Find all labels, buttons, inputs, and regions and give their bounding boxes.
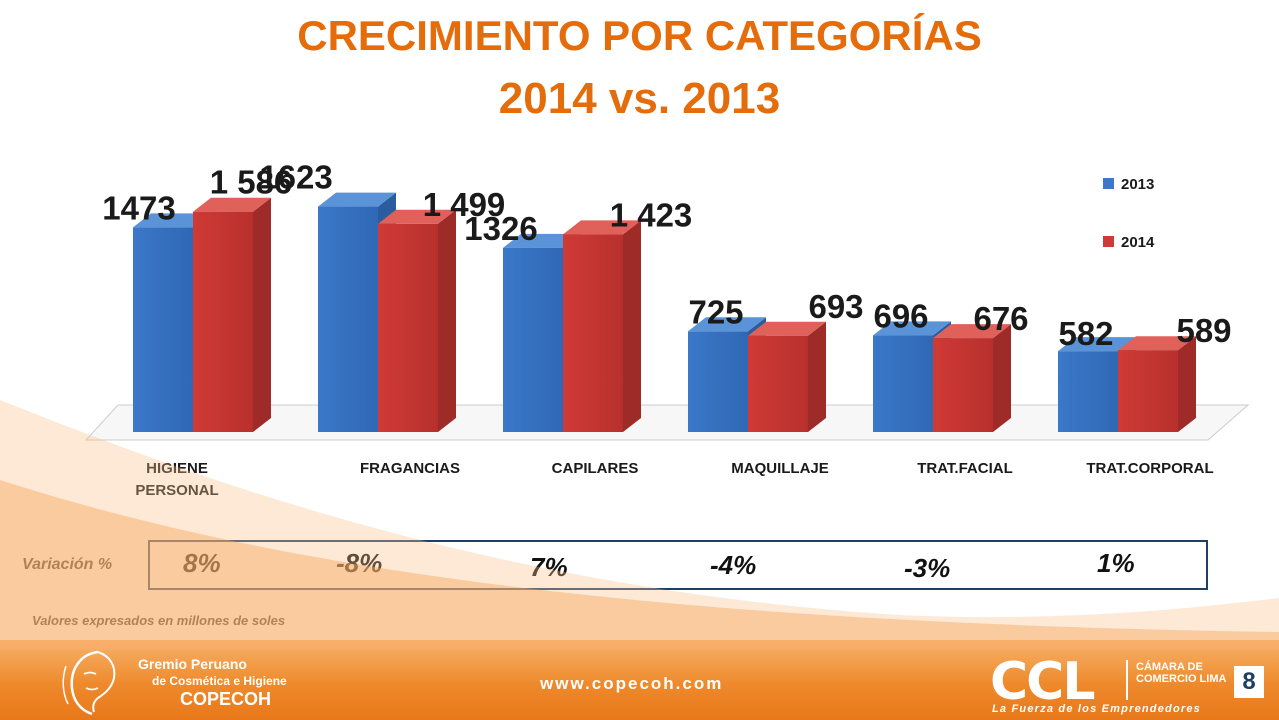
legend-label-2013: 2013: [1121, 176, 1154, 193]
website-link[interactable]: www.copecoh.com: [540, 674, 724, 693]
value-label-2013-2: 1326: [464, 210, 537, 247]
footer-band: [0, 640, 1279, 720]
bar-2014-4: [933, 338, 993, 432]
bar-top-2014-1: [378, 209, 456, 224]
category-label-2: CAPILARES: [552, 460, 639, 477]
page-title: CRECIMIENTO POR CATEGORÍAS: [297, 12, 982, 59]
bar-top-2013-0: [133, 213, 211, 228]
ccl-divider: [1126, 660, 1128, 700]
category-label-1: FRAGANCIAS: [360, 460, 460, 477]
ccl-tagline: La Fuerza de los Emprendedores: [992, 703, 1201, 715]
variation-value-0: 8%: [183, 548, 221, 578]
bar-top-2013-3: [688, 317, 766, 332]
bar-top-2013-2: [503, 233, 581, 248]
bar-top-2013-4: [873, 321, 951, 336]
variation-value-5: 1%: [1097, 548, 1135, 578]
page-number: 8: [1234, 666, 1264, 698]
ccl-logo: CCL: [990, 652, 1095, 712]
value-label-2014-4: 676: [973, 300, 1028, 337]
value-label-2014-2: 1 423: [610, 196, 693, 233]
value-label-2014-3: 693: [808, 288, 863, 325]
value-label-2014-0: 1 586: [210, 164, 293, 201]
variation-value-2: 7%: [530, 552, 568, 582]
legend-swatch-2014: [1103, 236, 1114, 247]
variation-label: Variación %: [22, 556, 113, 573]
legend: 2013 2014: [1103, 176, 1155, 251]
gremio-name-line2: de Cosmética e Higiene: [152, 674, 287, 688]
category-labels: HIGIENE PERSONAL FRAGANCIAS CAPILARES MAQUIL…: [135, 460, 1213, 499]
value-label-2014-1: 1 499: [423, 186, 506, 223]
category-label-5: TRAT.CORPORAL: [1086, 460, 1213, 477]
bar-top-2014-5: [1118, 336, 1196, 351]
bar-top-2014-0: [193, 197, 271, 212]
category-label-4: TRAT.FACIAL: [917, 460, 1013, 477]
gremio-name-line1: Gremio Peruano: [138, 656, 247, 672]
legend-label-2014: 2014: [1121, 234, 1155, 251]
category-label-3: MAQUILLAJE: [731, 460, 829, 477]
bar-top-2014-3: [748, 321, 826, 336]
bar-2013-4: [873, 335, 933, 432]
bar-2014-2: [563, 234, 623, 432]
bar-side-2014-3: [808, 321, 826, 432]
bar-2014-3: [748, 335, 808, 432]
bar-top-2014-4: [933, 324, 1011, 339]
bar-top-2014-2: [563, 220, 641, 235]
units-note: Valores expresados en millones de soles: [32, 613, 286, 628]
legend-swatch-2013: [1103, 178, 1114, 189]
value-label-2013-0: 1473: [102, 189, 175, 226]
bar-side-2014-0: [253, 197, 271, 432]
bar-2013-3: [688, 331, 748, 432]
bars-group: [133, 192, 1196, 432]
bar-top-2013-1: [318, 192, 396, 207]
bar-2013-5: [1058, 351, 1118, 432]
value-label-2013-3: 725: [688, 293, 743, 330]
bar-2014-5: [1118, 350, 1178, 432]
page-subtitle: 2014 vs. 2013: [498, 74, 781, 123]
bar-2014-0: [193, 211, 253, 432]
bar-2013-2: [503, 247, 563, 432]
bar-side-2014-4: [993, 324, 1011, 432]
ccl-name: CÁMARA DE COMERCIO LIMA: [1136, 661, 1227, 685]
variation-box: [148, 540, 1208, 590]
variation-value-3: -4%: [710, 550, 757, 580]
value-label-2013-4: 696: [873, 297, 928, 334]
bar-2013-1: [318, 206, 378, 432]
gremio-name-line3: COPECOH: [180, 689, 272, 709]
bar-side-2014-2: [623, 220, 641, 432]
bar-2014-1: [378, 223, 438, 432]
value-label-2014-5: 589: [1176, 312, 1231, 349]
category-label-0: HIGIENE PERSONAL: [135, 460, 218, 499]
bar-side-2014-1: [438, 209, 456, 432]
variation-value-4: -3%: [904, 553, 951, 583]
bar-top-2013-5: [1058, 337, 1136, 352]
value-label-2013-1: 1623: [259, 159, 332, 196]
variation-value-1: -8%: [336, 548, 383, 578]
value-label-2013-5: 582: [1058, 315, 1113, 352]
face-silhouette-icon: [62, 650, 116, 716]
bar-side-2014-5: [1178, 336, 1196, 432]
bar-2013-0: [133, 227, 193, 432]
